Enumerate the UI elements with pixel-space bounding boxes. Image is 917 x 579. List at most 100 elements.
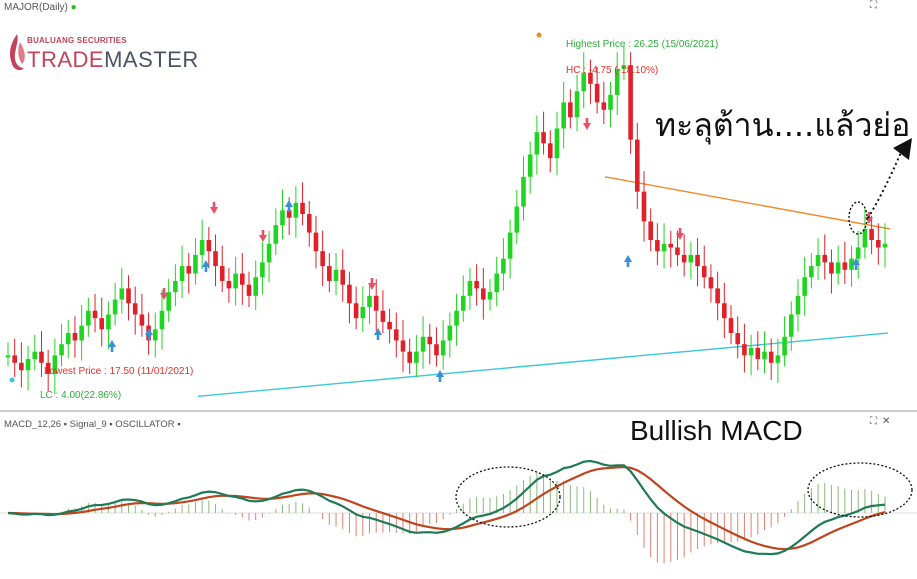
candle-body (835, 262, 841, 274)
candle-body (849, 258, 854, 270)
candle-body (541, 132, 546, 144)
candle-body (340, 269, 346, 285)
low-marker (9, 377, 15, 383)
candle-body (233, 273, 238, 289)
expand-icon[interactable]: ⛶ (870, 416, 877, 427)
candle-body (661, 243, 667, 252)
candle-body (547, 143, 553, 159)
candle-body (554, 128, 560, 159)
candle-body (481, 288, 486, 300)
highest-price-label: Highest Price : 26.25 (15/06/2021) (566, 39, 719, 50)
candle-body (862, 228, 868, 248)
candle-body (634, 139, 640, 192)
candle-body (521, 176, 526, 207)
candle-body (574, 91, 580, 118)
candle-body (701, 266, 707, 278)
candle-body (186, 266, 192, 274)
candle-body (387, 321, 392, 330)
candle-body (159, 310, 165, 330)
candle-body (581, 72, 587, 92)
candle-body (106, 314, 111, 330)
candle-body (467, 280, 473, 296)
candle-body (79, 325, 84, 341)
candle-body (842, 262, 848, 270)
candle-body (688, 254, 694, 263)
candle-body (735, 333, 741, 345)
candle-body (400, 340, 406, 352)
candle-body (59, 344, 64, 356)
hc-label: HC : -4.75 (-18.10%) (566, 65, 659, 76)
close-icon[interactable]: ✕ (882, 416, 891, 427)
candle-body (474, 280, 479, 289)
candle-body (367, 295, 372, 307)
candle-body (681, 254, 687, 263)
candle-body (775, 355, 781, 363)
candle-body (306, 214, 312, 233)
candle-body (869, 228, 874, 241)
candle-body (112, 299, 118, 315)
candle-body (260, 262, 265, 278)
candle-body (19, 362, 24, 371)
candle-body (507, 232, 513, 259)
candle-body (715, 288, 720, 304)
candle-body (126, 288, 131, 304)
projection-arrow (867, 149, 903, 219)
indicator-label: MACD_12,26 ▪ Signal_9 ▪ OSCILLATOR ▪ (4, 419, 181, 430)
candle-body (601, 102, 607, 110)
candle-body (655, 240, 660, 252)
macd-crossover-highlight (455, 466, 561, 528)
candle-body (273, 225, 279, 244)
sell-arrow-icon (259, 230, 267, 242)
candle-body (293, 202, 299, 218)
arrowhead-icon (893, 138, 912, 160)
candle-body (380, 310, 386, 322)
brand-subtitle: BUALUANG SECURITIES (27, 36, 127, 45)
candle-body (762, 351, 767, 360)
candle-body (139, 314, 145, 326)
candle-body (561, 102, 566, 129)
candle-body (92, 310, 98, 319)
candle-body (675, 247, 680, 255)
candle-body (454, 310, 459, 326)
candle-body (588, 72, 593, 84)
buy-arrow-icon (108, 340, 116, 352)
candle-body (802, 277, 807, 296)
candle-body (809, 266, 814, 278)
candle-body (52, 355, 58, 374)
candle-body (347, 284, 352, 304)
candle-body (829, 262, 834, 274)
candle-body (487, 292, 493, 300)
candle-body (427, 336, 433, 345)
candle-body (199, 240, 205, 255)
buy-arrow-icon (285, 200, 293, 212)
candle-body (447, 325, 453, 341)
candle-body (782, 336, 787, 356)
buy-arrow-icon (436, 370, 444, 382)
expand-icon[interactable]: ⛶ (870, 0, 877, 11)
resistance-trendline (604, 176, 891, 230)
candle-body (266, 243, 272, 263)
candle-body (246, 284, 252, 296)
candle-body (226, 280, 232, 289)
lowest-price-label: Lowest Price : 17.50 (11/01/2021) (44, 366, 194, 377)
candle-body (460, 295, 466, 311)
breakout-note: ทะลุต้าน....แล้วย่อ (655, 106, 911, 144)
candle-body (132, 303, 138, 315)
candle-body (86, 310, 91, 326)
candle-body (628, 65, 633, 140)
candle-body (768, 351, 774, 363)
candle-body (173, 280, 178, 293)
buy-arrow-icon (374, 328, 382, 340)
candle-body (728, 318, 734, 334)
candle-body (434, 344, 439, 356)
candle-body (527, 154, 533, 177)
candle-body (668, 243, 674, 248)
buy-arrow-icon (202, 260, 210, 272)
candle-body (99, 318, 105, 330)
candle-body (742, 344, 747, 356)
candle-body (333, 269, 339, 281)
candle-body (179, 266, 185, 281)
candle-body (65, 333, 71, 345)
candle-body (206, 240, 212, 252)
candle-body (876, 240, 881, 248)
